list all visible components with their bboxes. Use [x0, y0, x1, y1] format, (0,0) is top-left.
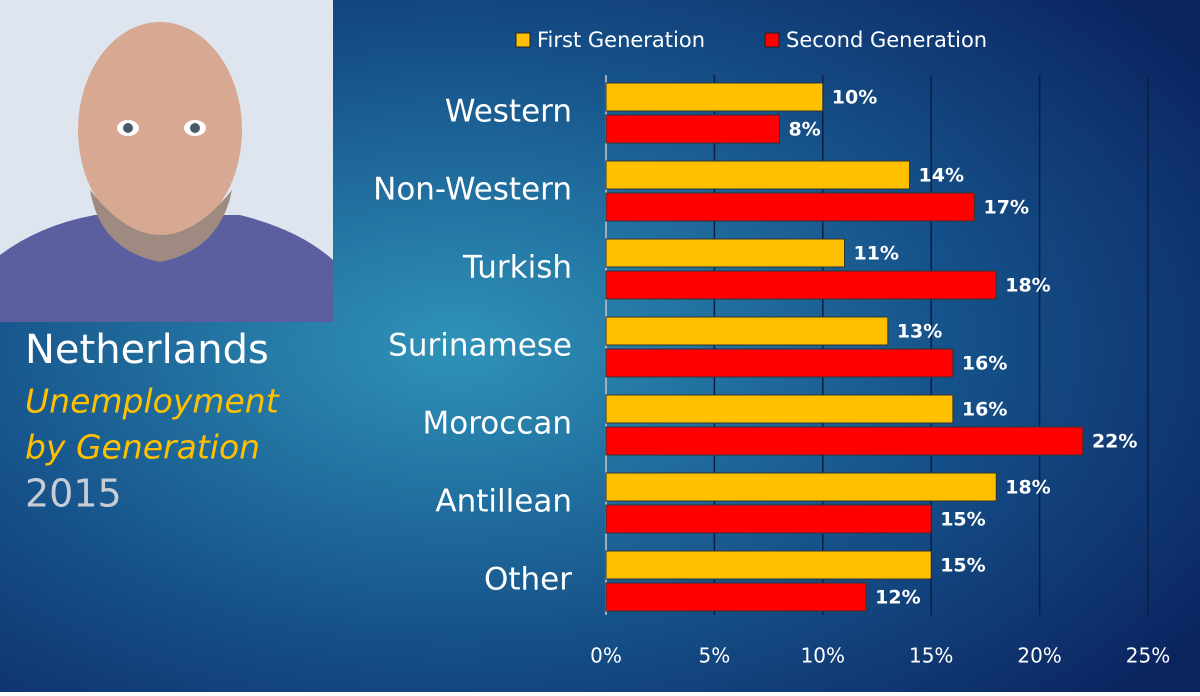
value-label: 17% — [984, 197, 1029, 219]
bar — [605, 550, 932, 580]
value-label: 16% — [962, 399, 1007, 421]
x-tick-label: 0% — [590, 644, 622, 668]
value-label: 12% — [875, 587, 920, 609]
x-tick-label: 25% — [1126, 644, 1170, 668]
y-tick-label: Western — [445, 94, 572, 130]
bar — [605, 394, 954, 424]
legend-swatch — [515, 32, 531, 48]
presenter-photo — [0, 0, 333, 322]
legend-label: Second Generation — [786, 28, 987, 52]
bar — [605, 114, 780, 144]
bar — [605, 504, 932, 534]
y-tick-label: Moroccan — [423, 406, 572, 442]
y-tick-label: Antillean — [435, 484, 572, 520]
subtitle: by Generation — [25, 428, 260, 467]
y-tick-label: Surinamese — [388, 328, 572, 364]
value-label: 18% — [1005, 275, 1050, 297]
subtitle: Unemployment — [25, 382, 280, 421]
bar — [605, 238, 845, 268]
x-tick-label: 15% — [909, 644, 953, 668]
bar — [605, 426, 1084, 456]
value-label: 13% — [897, 321, 942, 343]
bar — [605, 472, 997, 502]
bar — [605, 316, 889, 346]
y-tick-label: Turkish — [462, 250, 572, 286]
value-label: 8% — [788, 119, 820, 141]
year: 2015 — [25, 472, 122, 516]
value-label: 15% — [940, 555, 985, 577]
x-tick-label: 10% — [801, 644, 845, 668]
x-tick-label: 5% — [699, 644, 731, 668]
bar — [605, 348, 954, 378]
y-tick-label: Other — [484, 562, 572, 598]
value-label: 15% — [940, 509, 985, 531]
bar — [605, 82, 824, 112]
value-label: 10% — [832, 87, 877, 109]
legend-label: First Generation — [537, 28, 705, 52]
bar — [605, 160, 911, 190]
value-label: 11% — [853, 243, 898, 265]
bar — [605, 270, 997, 300]
legend-swatch — [764, 32, 780, 48]
chart-title: Netherlands — [25, 327, 269, 373]
bar — [605, 192, 976, 222]
value-label: 14% — [919, 165, 964, 187]
y-tick-label: Non-Western — [373, 172, 572, 208]
x-tick-label: 20% — [1017, 644, 1061, 668]
value-label: 22% — [1092, 431, 1137, 453]
bar — [605, 582, 867, 612]
value-label: 18% — [1005, 477, 1050, 499]
value-label: 16% — [962, 353, 1007, 375]
